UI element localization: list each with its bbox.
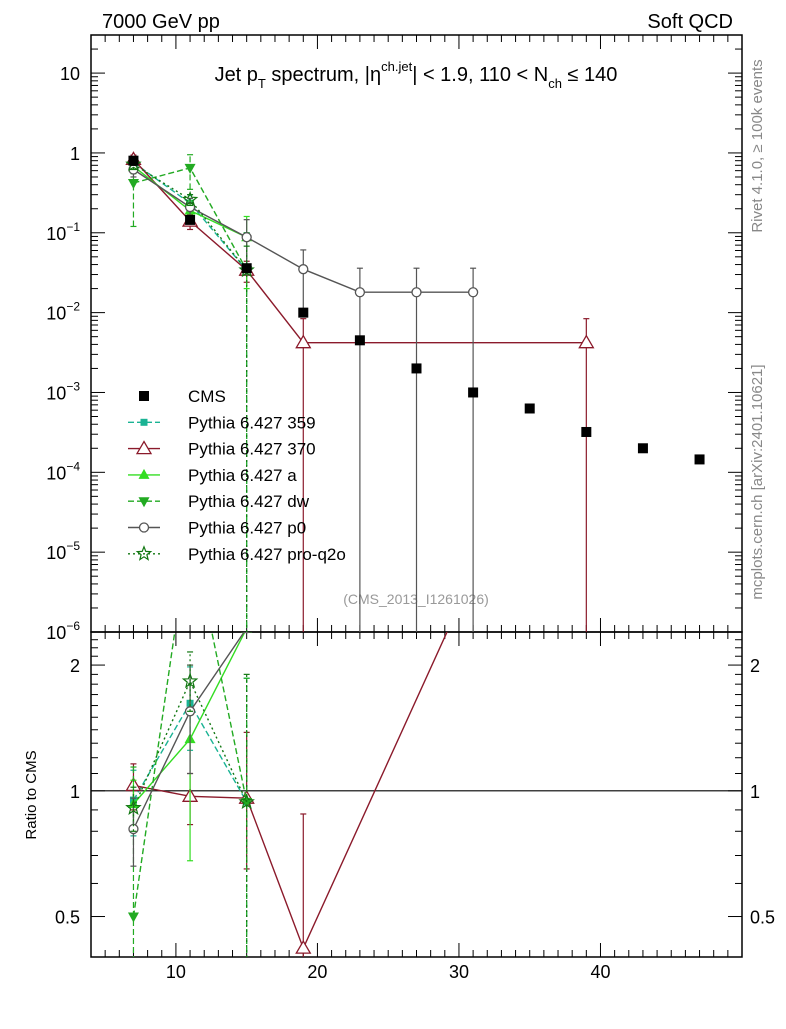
axis-ticks bbox=[91, 34, 742, 958]
data-point-CMS bbox=[694, 454, 705, 465]
data-point-CMS bbox=[354, 335, 365, 346]
legend-item-p0: Pythia 6.427 p0 bbox=[128, 519, 306, 538]
legend-item-370: Pythia 6.427 370 bbox=[128, 440, 316, 459]
series-line-359 bbox=[133, 161, 248, 271]
ratio-y-tick-label-left: 1 bbox=[70, 782, 80, 802]
legend-marker-dw bbox=[138, 497, 150, 508]
axis-tick-labels: 10 20 30 40 10 1 10−1 10−2 10−3 10−4 10−5 10−6 0.5 0.… bbox=[46, 64, 775, 982]
data-point-proq2o bbox=[181, 672, 199, 689]
legend-item-dw: Pythia 6.427 dw bbox=[128, 492, 310, 511]
data-point-370 bbox=[295, 939, 312, 954]
data-point-proq2o bbox=[238, 793, 255, 810]
legend-item-CMS: CMS bbox=[139, 387, 226, 406]
data-point-p0 bbox=[354, 287, 366, 298]
ratio-y-tick-label-right: 1 bbox=[750, 782, 760, 802]
main-y-tick-label: 10 bbox=[60, 64, 80, 84]
data-point-proq2o bbox=[181, 190, 199, 207]
series-proq2o-ratio bbox=[125, 651, 255, 957]
data-point-CMS bbox=[581, 426, 592, 437]
data-point-CMS bbox=[128, 155, 139, 166]
rivet-version-label: Rivet 4.1.0, ≥ 100k events bbox=[749, 59, 766, 232]
data-point-dw bbox=[184, 163, 196, 174]
legend-label-dw: Pythia 6.427 dw bbox=[188, 492, 310, 511]
main-y-tick-label: 10−5 bbox=[46, 539, 80, 563]
header-process-label: Soft QCD bbox=[647, 11, 733, 33]
x-tick-label: 10 bbox=[166, 962, 186, 982]
data-point-dw bbox=[241, 798, 253, 809]
ratio-y-tick-label-right: 0.5 bbox=[750, 908, 775, 928]
legend-label-359: Pythia 6.427 359 bbox=[188, 413, 316, 432]
data-point-p0 bbox=[243, 632, 251, 634]
data-point-dw bbox=[127, 179, 139, 190]
ratio-y-axis-label: Ratio to CMS bbox=[23, 750, 40, 839]
legend-item-a: Pythia 6.427 a bbox=[128, 466, 297, 485]
main-y-tick-label: 10−3 bbox=[46, 379, 80, 403]
legend-item-proq2o: Pythia 6.427 pro-q2o bbox=[128, 545, 346, 564]
legend-label-p0: Pythia 6.427 p0 bbox=[188, 519, 306, 538]
legend-label-a: Pythia 6.427 a bbox=[188, 466, 297, 485]
main-plot-series bbox=[125, 151, 705, 632]
x-tick-label: 40 bbox=[590, 962, 610, 982]
ratio-y-tick-label-left: 2 bbox=[70, 656, 80, 676]
data-point-p0 bbox=[411, 287, 422, 298]
legend-label-CMS: CMS bbox=[188, 387, 226, 406]
data-point-CMS bbox=[411, 363, 422, 374]
main-y-tick-label: 1 bbox=[70, 144, 80, 164]
plot-title: Jet pT spectrum, |ηch.jet| < 1.9, 110 < … bbox=[215, 59, 618, 91]
series-CMS-main bbox=[128, 155, 705, 465]
series-proq2o-main bbox=[125, 155, 255, 632]
data-point-370 bbox=[295, 334, 312, 349]
ratio-plot-series bbox=[125, 632, 448, 957]
x-tick-label: 20 bbox=[307, 962, 327, 982]
data-point-proq2o bbox=[125, 799, 142, 815]
main-y-tick-label: 10−4 bbox=[46, 459, 80, 483]
legend-marker-359 bbox=[140, 418, 148, 426]
series-line-dw bbox=[132, 632, 248, 917]
legend-marker-p0 bbox=[138, 522, 150, 533]
legend-marker-370 bbox=[135, 440, 153, 455]
series-line-proq2o bbox=[132, 679, 248, 809]
main-y-tick-label: 10−1 bbox=[46, 220, 80, 244]
header-energy-label: 7000 GeV pp bbox=[102, 11, 220, 33]
ratio-y-tick-label-left: 0.5 bbox=[55, 908, 80, 928]
legend-label-proq2o: Pythia 6.427 pro-q2o bbox=[188, 545, 346, 564]
data-point-CMS bbox=[185, 214, 196, 225]
series-p0-main bbox=[128, 162, 479, 632]
ratio-y-tick-label-right: 2 bbox=[750, 656, 760, 676]
legend-marker-CMS bbox=[139, 391, 149, 401]
data-point-CMS bbox=[637, 443, 648, 454]
data-point-CMS bbox=[468, 387, 479, 398]
data-point-p0 bbox=[241, 232, 252, 243]
data-point-p0 bbox=[467, 287, 479, 298]
main-y-tick-label: 10−2 bbox=[46, 300, 80, 324]
main-y-tick-label: 10−6 bbox=[46, 619, 80, 643]
legend-marker-a bbox=[138, 468, 150, 479]
x-tick-label: 30 bbox=[449, 962, 469, 982]
legend: CMS Pythia 6.427 359 Pythia 6.427 370 Pythi… bbox=[128, 387, 346, 564]
legend-marker-proq2o bbox=[135, 545, 153, 561]
data-point-370 bbox=[578, 334, 595, 349]
mcplots-source-label: mcplots.cern.ch [arXiv:2401.10621] bbox=[749, 364, 766, 599]
data-point-p0 bbox=[298, 264, 309, 275]
data-point-dw bbox=[127, 912, 139, 923]
data-point-CMS bbox=[524, 403, 535, 414]
legend-label-370: Pythia 6.427 370 bbox=[188, 440, 316, 459]
data-point-CMS bbox=[298, 307, 309, 318]
data-point-proq2o bbox=[125, 155, 142, 172]
data-point-CMS bbox=[241, 263, 252, 274]
legend-item-359: Pythia 6.427 359 bbox=[128, 413, 316, 432]
